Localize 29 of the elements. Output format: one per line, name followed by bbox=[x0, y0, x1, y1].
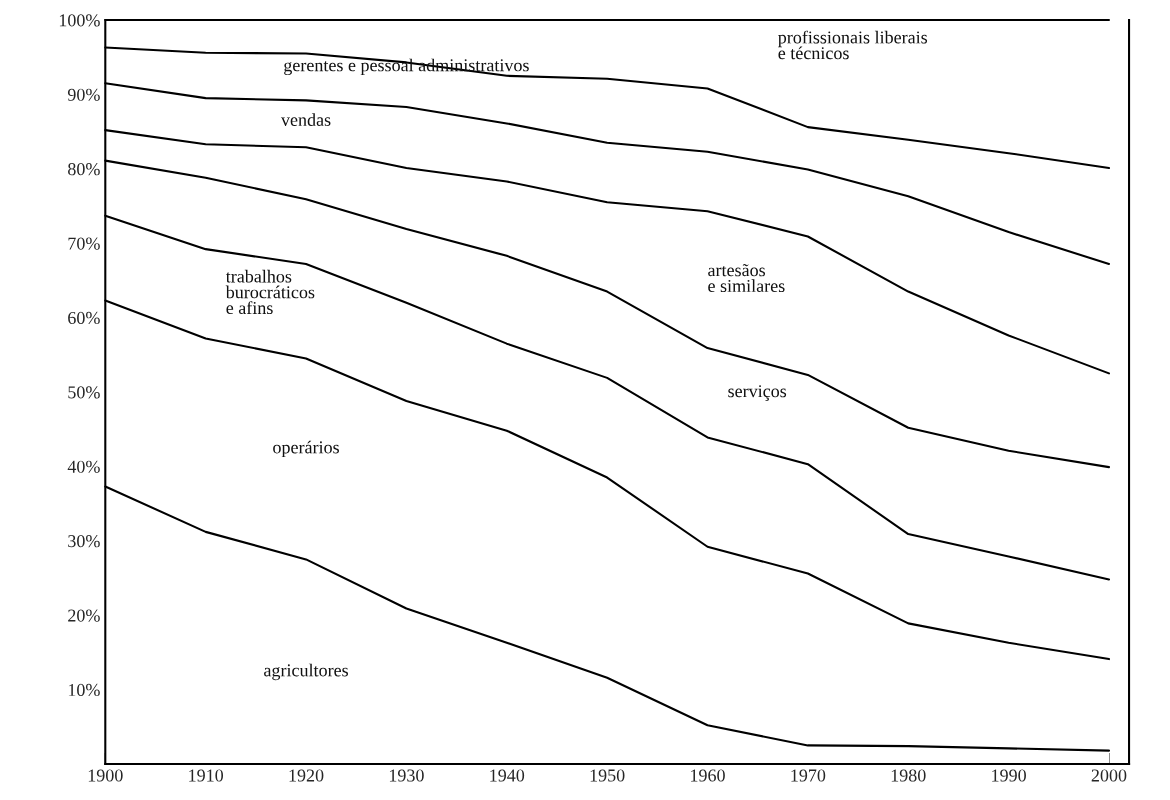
y-tick-label: 80% bbox=[68, 163, 100, 176]
series-label: vendas bbox=[280, 113, 331, 126]
y-tick-label: 100% bbox=[59, 14, 100, 27]
series-label: profissionais liberais e técnicos bbox=[778, 30, 928, 60]
x-tick-label: 1970 bbox=[791, 769, 826, 782]
x-tick-label: 1980 bbox=[891, 769, 926, 782]
x-tick-label: 1960 bbox=[691, 769, 725, 782]
series-label: trabalhos burocráticos e afins bbox=[225, 269, 315, 315]
series-label: agricultores bbox=[264, 663, 348, 681]
x-tick-label: 1950 bbox=[590, 769, 625, 782]
series-label: serviços bbox=[728, 385, 787, 401]
x-tick-label: 1900 bbox=[88, 769, 123, 782]
series-label: artesãos e similares bbox=[708, 263, 785, 293]
y-tick-label: 40% bbox=[67, 460, 100, 473]
series-label: operários bbox=[273, 440, 339, 458]
y-tick-label: 10% bbox=[68, 683, 100, 697]
y-tick-label: 20% bbox=[68, 609, 100, 622]
y-tick-label: 60% bbox=[68, 311, 100, 325]
y-tick-label: 70% bbox=[68, 237, 100, 250]
x-tick-label: 1940 bbox=[490, 769, 525, 782]
x-tick-label: 1920 bbox=[289, 769, 324, 782]
y-tick-label: 50% bbox=[68, 386, 100, 399]
x-tick-label: 1990 bbox=[992, 769, 1026, 782]
y-tick-label: 90% bbox=[67, 88, 100, 101]
y-tick-label: 30% bbox=[68, 535, 100, 548]
series-label: gerentes e pessoal administrativos bbox=[284, 58, 529, 76]
x-tick-label: 2000 bbox=[1091, 769, 1127, 782]
x-tick-label: 1910 bbox=[189, 769, 224, 782]
x-tick-label: 1930 bbox=[389, 769, 424, 782]
